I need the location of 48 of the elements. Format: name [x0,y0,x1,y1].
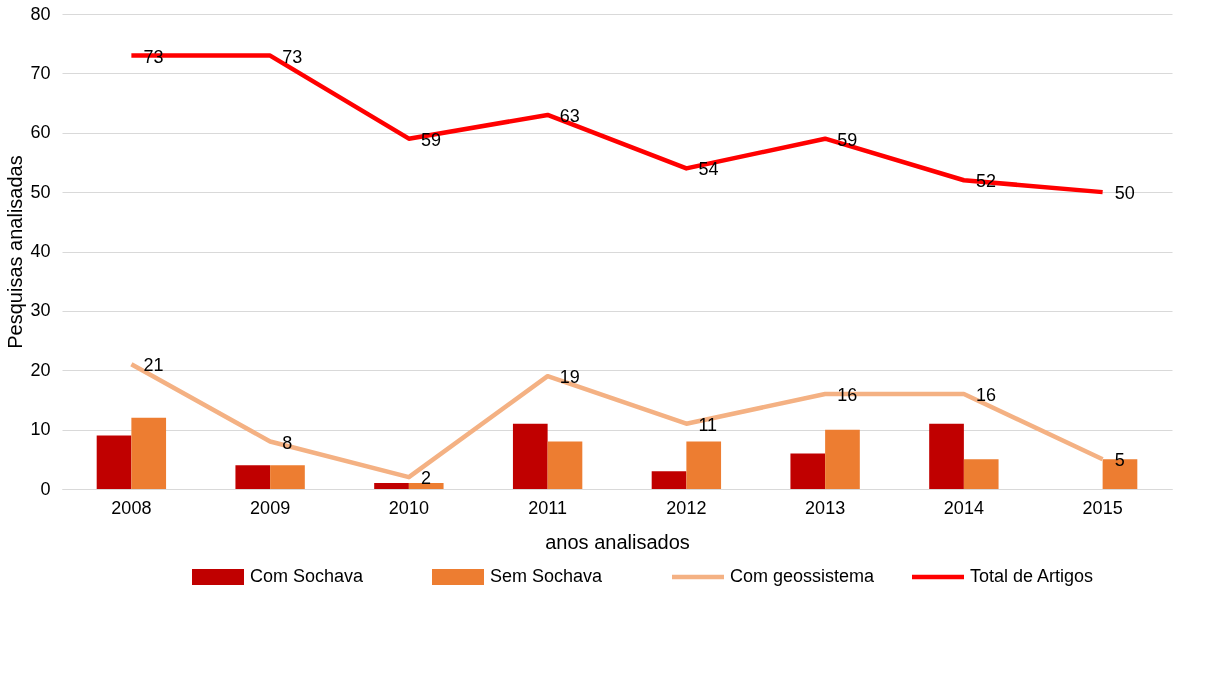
data-label: 11 [698,414,718,435]
legend-label: Com geossistema [730,566,876,586]
bar [929,423,964,489]
bar [408,483,444,489]
data-label: 16 [837,385,858,405]
y-tick-label: 50 [30,181,51,202]
x-tick-label: 2009 [250,497,291,518]
x-tick-label: 2008 [111,497,152,518]
data-label: 19 [559,367,580,388]
bar [686,441,722,489]
bar [963,459,999,489]
y-tick-label: 20 [30,359,51,380]
y-axis-title: Pesquisas analisadas [4,155,27,349]
data-label: 16 [975,385,996,405]
y-tick-label: 70 [30,62,51,83]
bar [374,483,409,489]
y-tick-label: 80 [30,3,51,24]
data-label: 21 [143,355,164,376]
bar [96,435,132,489]
x-tick-label: 2011 [528,497,567,518]
y-tick-label: 30 [30,300,51,321]
bar [512,423,548,489]
y-tick-label: 10 [30,419,51,440]
x-tick-label: 2012 [666,497,707,518]
bar [270,465,305,489]
bar [825,429,860,489]
x-tick-label: 2014 [943,497,984,518]
legend-label: Total de Artigos [970,566,1094,586]
data-label: 50 [1114,183,1135,204]
y-tick-label: 60 [30,122,51,143]
bar [651,471,687,489]
y-tick-label: 0 [40,478,51,499]
legend-label: Sem Sochava [490,566,604,586]
bar [235,465,271,489]
y-tick-label: 40 [30,241,51,261]
legend-label: Com Sochava [250,566,365,586]
x-axis-title: anos analisados [545,530,690,553]
data-label: 54 [698,159,719,180]
data-label: 2 [420,468,431,489]
data-label: 73 [282,46,303,67]
bar [547,441,583,489]
data-label: 8 [282,432,293,453]
bar [790,453,826,489]
data-label: 63 [559,105,580,126]
x-tick-label: 2010 [388,497,429,518]
bar [131,417,167,489]
x-tick-label: 2015 [1082,497,1123,518]
x-tick-label: 2013 [805,497,846,518]
